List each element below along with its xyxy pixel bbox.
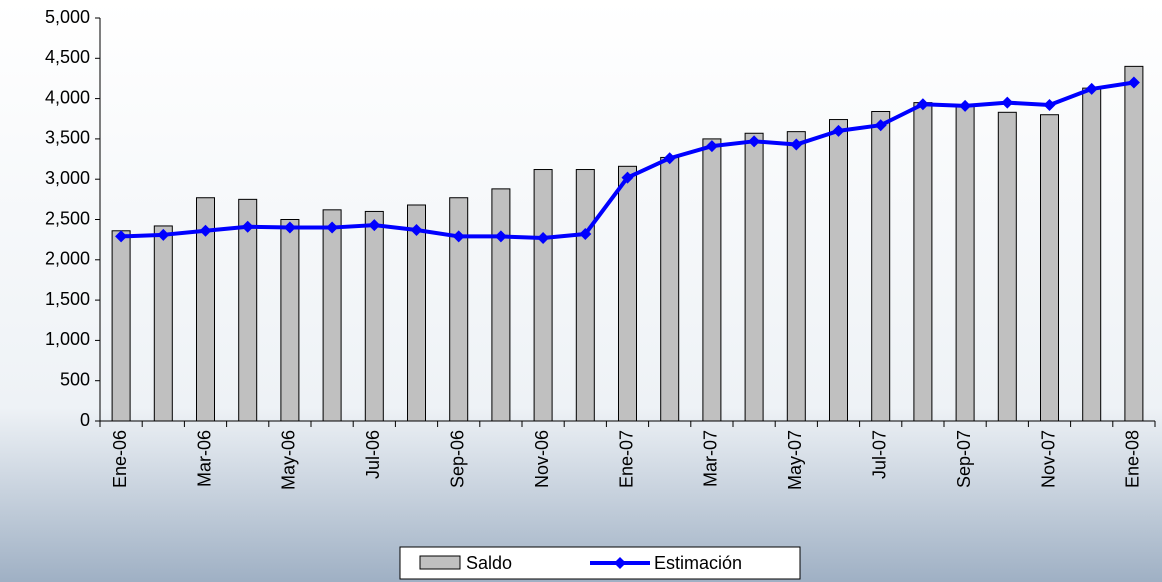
x-tick-label: Ene-06 — [110, 430, 130, 488]
bar — [871, 110, 891, 422]
bar — [196, 197, 215, 422]
marker — [1085, 82, 1098, 95]
marker — [199, 224, 212, 237]
bar — [744, 132, 764, 422]
bar — [955, 105, 975, 422]
x-tick-label: May-06 — [279, 430, 299, 490]
marker — [157, 228, 170, 241]
x-tick-label: Jul-07 — [869, 430, 889, 479]
x-tick-label: Ene-07 — [616, 430, 636, 488]
bar — [1082, 87, 1102, 422]
marker — [790, 138, 803, 151]
marker — [959, 99, 972, 112]
marker — [579, 228, 592, 241]
y-tick-label: 1,500 — [45, 289, 90, 309]
marker — [663, 152, 676, 165]
bar — [238, 198, 258, 422]
legend-label: Estimación — [654, 553, 742, 573]
y-tick-label: 4,000 — [45, 87, 90, 107]
marker — [368, 219, 381, 232]
x-tick-label: Ene-08 — [1123, 430, 1143, 488]
bar — [533, 169, 553, 422]
bar — [449, 197, 469, 422]
marker — [283, 221, 296, 234]
y-tick-label: 2,000 — [45, 249, 90, 269]
x-tick-label: Mar-07 — [701, 430, 721, 487]
x-tick-label: Nov-07 — [1038, 430, 1058, 488]
marker — [326, 221, 339, 234]
marker — [1043, 99, 1056, 112]
bar — [322, 209, 342, 422]
bar — [829, 119, 848, 422]
marker — [621, 171, 634, 184]
legend-swatch — [419, 555, 461, 570]
y-tick-label: 4,500 — [45, 47, 90, 67]
bar — [702, 138, 722, 422]
legend-label: Saldo — [466, 553, 512, 573]
bar — [575, 169, 595, 422]
bar — [153, 225, 173, 422]
marker — [832, 124, 845, 137]
marker — [452, 230, 465, 243]
x-tick-label: Sep-06 — [447, 430, 467, 488]
y-tick-label: 1,000 — [45, 329, 90, 349]
legend-marker — [614, 557, 626, 569]
x-tick-label: Mar-06 — [194, 430, 214, 487]
y-tick-label: 2,500 — [45, 208, 90, 228]
bar — [913, 102, 933, 422]
bar — [660, 156, 680, 422]
y-tick-label: 500 — [60, 369, 90, 389]
bar — [618, 165, 637, 422]
bar — [280, 219, 300, 422]
marker — [1127, 76, 1140, 89]
y-tick-label: 3,500 — [45, 128, 90, 148]
marker — [537, 232, 550, 245]
marker — [1001, 96, 1014, 109]
x-tick-label: Nov-06 — [532, 430, 552, 488]
marker — [115, 230, 128, 243]
x-tick-label: May-07 — [785, 430, 805, 490]
marker — [705, 140, 718, 153]
bar — [491, 188, 511, 422]
bar — [997, 111, 1017, 422]
bar — [407, 204, 426, 422]
marker — [494, 230, 507, 243]
marker — [241, 220, 254, 233]
bar — [1040, 114, 1059, 422]
marker — [916, 98, 929, 111]
x-tick-label: Sep-07 — [954, 430, 974, 488]
bar — [364, 210, 384, 422]
bar — [111, 230, 131, 422]
y-tick-label: 5,000 — [45, 7, 90, 27]
marker — [748, 135, 761, 148]
bar — [786, 131, 806, 422]
y-tick-label: 3,000 — [45, 168, 90, 188]
marker — [874, 119, 887, 132]
marker — [410, 223, 423, 236]
x-tick-label: Jul-06 — [363, 430, 383, 479]
bar — [1124, 65, 1144, 422]
y-tick-label: 0 — [80, 410, 90, 430]
